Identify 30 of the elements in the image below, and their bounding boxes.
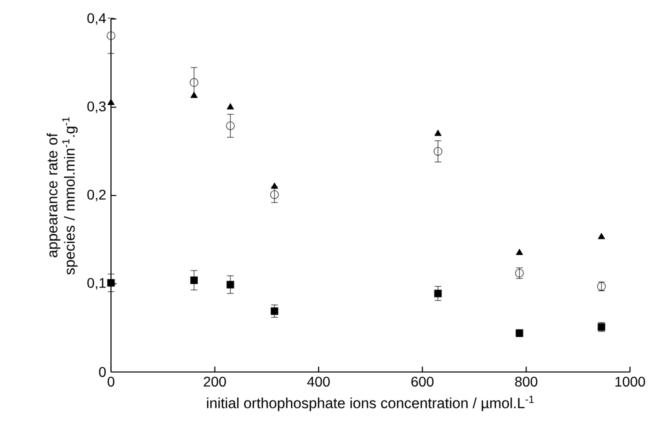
point xyxy=(598,232,605,240)
point xyxy=(270,307,278,315)
x-tick-label: 800 xyxy=(515,376,538,387)
point xyxy=(226,280,234,288)
point xyxy=(434,130,442,136)
y-axis-title: appearance rate of species / mmol.min$^{-1}$.g$^{-1}$ xyxy=(46,117,78,275)
point xyxy=(107,98,115,105)
point xyxy=(434,147,442,156)
point xyxy=(434,290,442,298)
x-tick-label: 200 xyxy=(204,376,226,387)
x-tick-label: 1000 xyxy=(615,376,646,387)
point xyxy=(270,182,278,189)
y-tick-label: 0,3 xyxy=(87,101,106,114)
point xyxy=(270,190,279,199)
point xyxy=(190,78,198,87)
y-tick-label: 0 xyxy=(99,367,106,377)
point xyxy=(190,276,198,284)
point xyxy=(226,122,235,130)
x-tick-label: 400 xyxy=(307,376,330,387)
y-tick-label: 0,4 xyxy=(87,13,106,25)
point xyxy=(190,92,198,98)
x-axis-title: initial orthophosphate ions concentration / µmol.L$^{-1}$ xyxy=(207,396,534,412)
point xyxy=(106,32,116,40)
point xyxy=(516,248,523,255)
x-tick-label: 0 xyxy=(108,376,114,387)
point xyxy=(107,279,115,287)
point xyxy=(226,103,234,110)
y-tick-label: 0,1 xyxy=(87,278,106,290)
x-tick-label: 600 xyxy=(411,376,434,387)
y-tick-label: 0,2 xyxy=(87,190,106,202)
